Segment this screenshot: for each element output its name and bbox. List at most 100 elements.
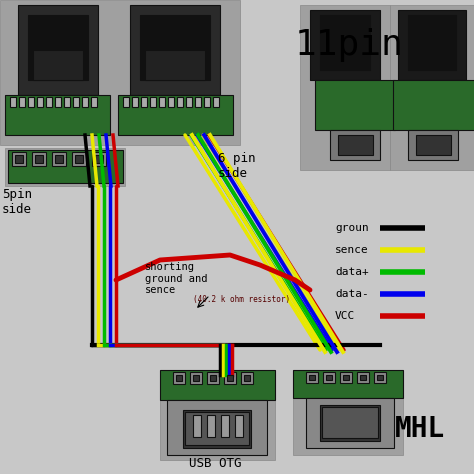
Bar <box>55 155 63 163</box>
Bar <box>150 97 156 107</box>
Bar <box>241 372 253 384</box>
Bar <box>160 370 275 400</box>
Bar <box>322 407 378 438</box>
Bar <box>160 370 275 460</box>
Bar <box>390 5 474 170</box>
Bar <box>408 130 458 160</box>
Bar <box>235 415 243 437</box>
Bar <box>326 375 332 380</box>
Bar <box>416 135 451 155</box>
Bar <box>132 97 138 107</box>
Bar <box>91 97 97 107</box>
Text: data+: data+ <box>335 267 369 277</box>
Bar <box>35 155 43 163</box>
Bar <box>377 375 383 380</box>
Bar <box>55 97 61 107</box>
Text: 5pin
side: 5pin side <box>2 188 32 216</box>
Bar <box>330 130 380 160</box>
Bar <box>168 97 174 107</box>
Bar <box>5 148 125 186</box>
Bar <box>95 155 103 163</box>
Bar <box>52 152 66 166</box>
Bar <box>28 97 34 107</box>
Bar <box>190 372 202 384</box>
Bar <box>185 412 249 445</box>
Bar <box>320 405 380 441</box>
Bar <box>393 80 474 130</box>
Bar <box>183 410 251 448</box>
Bar <box>73 97 79 107</box>
Bar <box>193 415 201 437</box>
Bar <box>340 372 352 383</box>
Bar <box>207 372 219 384</box>
Bar <box>92 152 106 166</box>
Bar <box>140 15 210 80</box>
Text: shorting
ground and
sence: shorting ground and sence <box>145 262 208 295</box>
Text: groun: groun <box>335 223 369 233</box>
Bar <box>12 152 26 166</box>
Bar <box>195 97 201 107</box>
Text: MHL: MHL <box>395 415 445 443</box>
Bar <box>10 97 16 107</box>
Bar <box>64 97 70 107</box>
Bar <box>82 97 88 107</box>
Bar <box>309 375 315 380</box>
Bar <box>28 15 88 80</box>
Bar <box>224 372 236 384</box>
Bar <box>18 5 98 95</box>
Bar <box>130 5 220 95</box>
Bar <box>300 5 390 170</box>
Bar <box>204 97 210 107</box>
Bar <box>320 15 370 70</box>
Bar <box>207 415 215 437</box>
Text: VCC: VCC <box>335 311 355 321</box>
Bar <box>408 15 456 70</box>
Bar <box>306 398 394 448</box>
Bar <box>159 97 165 107</box>
Text: USB OTG: USB OTG <box>189 457 241 470</box>
Bar <box>176 375 182 381</box>
Text: 11pin: 11pin <box>295 28 404 62</box>
Bar <box>32 152 46 166</box>
Bar <box>310 10 380 80</box>
Bar <box>306 372 318 383</box>
Bar <box>33 50 83 80</box>
Bar <box>244 375 250 381</box>
Bar <box>186 97 192 107</box>
Bar <box>315 80 395 130</box>
Bar <box>293 370 403 398</box>
Bar <box>227 375 233 381</box>
Bar <box>173 372 185 384</box>
Bar <box>15 155 23 163</box>
Bar <box>141 97 147 107</box>
Bar <box>338 135 373 155</box>
Bar <box>293 370 403 455</box>
Bar <box>0 0 240 145</box>
Bar <box>374 372 386 383</box>
Bar <box>123 97 129 107</box>
Bar <box>398 10 466 80</box>
Bar <box>72 152 86 166</box>
Bar <box>323 372 335 383</box>
Bar <box>357 372 369 383</box>
Bar <box>75 155 83 163</box>
Text: (40.2 k ohm resistor): (40.2 k ohm resistor) <box>193 295 290 304</box>
Bar <box>221 415 229 437</box>
Bar <box>5 95 110 135</box>
Bar <box>210 375 216 381</box>
Bar <box>193 375 199 381</box>
Bar <box>177 97 183 107</box>
Bar <box>118 95 233 135</box>
Bar <box>343 375 349 380</box>
Bar <box>167 400 267 455</box>
Bar <box>19 97 25 107</box>
Bar <box>360 375 366 380</box>
Text: 6 pin
side: 6 pin side <box>218 152 255 180</box>
Bar <box>46 97 52 107</box>
Bar <box>8 150 123 183</box>
Bar <box>213 97 219 107</box>
Bar <box>37 97 43 107</box>
Text: sence: sence <box>335 245 369 255</box>
Text: data-: data- <box>335 289 369 299</box>
Bar <box>145 50 205 80</box>
